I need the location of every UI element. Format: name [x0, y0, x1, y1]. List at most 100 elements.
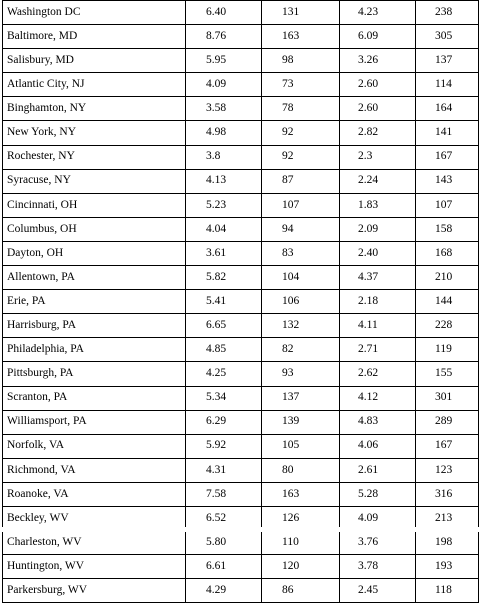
value-cell: 105 [261, 433, 340, 459]
value-cell: 2.24 [339, 168, 416, 194]
value-cell: 6.09 [339, 24, 416, 50]
value-cell: 3.76 [339, 530, 416, 556]
value-cell: 238 [415, 0, 479, 26]
table-row: Norfolk, VA 5.92 105 4.06 167 [2, 433, 479, 459]
value-cell: 5.80 [185, 530, 262, 556]
value-cell: 131 [261, 0, 340, 26]
city-cell: Roanoke, VA [2, 481, 186, 507]
table-row: Cincinnati, OH 5.23 107 1.83 107 [2, 192, 479, 218]
city-cell: Norfolk, VA [2, 433, 186, 459]
value-cell: 301 [415, 385, 479, 411]
value-cell: 1.83 [339, 192, 416, 218]
value-cell: 2.45 [339, 578, 416, 603]
table-row: Dayton, OH 3.61 83 2.40 168 [2, 240, 479, 267]
value-cell: 4.09 [185, 72, 262, 98]
value-cell: 3.78 [339, 554, 416, 580]
value-cell: 119 [415, 337, 479, 363]
table-row: Binghamton, NY 3.58 78 2.60 164 [2, 96, 479, 122]
value-cell: 107 [261, 192, 340, 218]
value-cell: 2.18 [339, 289, 416, 315]
table-row: Philadelphia, PA 4.85 82 2.71 119 [2, 337, 479, 363]
value-cell: 2.82 [339, 120, 416, 146]
table-row: Pittsburgh, PA 4.25 93 2.62 155 [2, 361, 479, 387]
value-cell: 210 [415, 265, 479, 291]
city-cell: Scranton, PA [2, 385, 186, 411]
city-cell: Allentown, PA [2, 265, 186, 291]
value-cell: 6.61 [185, 554, 262, 580]
value-cell: 5.82 [185, 265, 262, 291]
value-cell: 123 [415, 457, 479, 483]
value-cell: 78 [261, 96, 340, 122]
table-row: Harrisburg, PA 6.65 132 4.11 228 [2, 313, 479, 339]
table-row: Huntington, WV 6.61 120 3.78 193 [2, 554, 479, 580]
value-cell: 139 [261, 409, 340, 435]
value-cell: 155 [415, 361, 479, 387]
value-cell: 164 [415, 96, 479, 122]
value-cell: 4.37 [339, 265, 416, 291]
value-cell: 4.11 [339, 313, 416, 339]
value-cell: 305 [415, 24, 479, 50]
value-cell: 4.25 [185, 361, 262, 387]
table-row: Columbus, OH 4.04 94 2.09 158 [2, 216, 479, 242]
value-cell: 4.13 [185, 168, 262, 194]
value-cell: 3.61 [185, 240, 262, 267]
value-cell: 87 [261, 168, 340, 194]
city-cell: Syracuse, NY [2, 168, 186, 194]
value-cell: 7.58 [185, 481, 262, 507]
city-cell: Richmond, VA [2, 457, 186, 483]
value-cell: 2.09 [339, 216, 416, 242]
table-row: Atlantic City, NJ 4.09 73 2.60 114 [2, 72, 479, 98]
value-cell: 4.31 [185, 457, 262, 483]
value-cell: 86 [261, 578, 340, 603]
city-cell: Columbus, OH [2, 216, 186, 242]
value-cell: 198 [415, 530, 479, 556]
value-cell: 2.71 [339, 337, 416, 363]
value-cell: 137 [261, 385, 340, 411]
value-cell: 73 [261, 72, 340, 98]
page-edge [0, 527, 481, 532]
value-cell: 137 [415, 48, 479, 74]
table-row: Charleston, WV 5.80 110 3.76 198 [2, 530, 479, 556]
value-cell: 3.8 [185, 144, 262, 170]
value-cell: 2.60 [339, 96, 416, 122]
value-cell: 167 [415, 144, 479, 170]
table-row: Erie, PA 5.41 106 2.18 144 [2, 289, 479, 315]
city-cell: Cincinnati, OH [2, 192, 186, 218]
city-cell: Parkersburg, WV [2, 578, 186, 603]
value-cell: 167 [415, 433, 479, 459]
value-cell: 289 [415, 409, 479, 435]
value-cell: 92 [261, 144, 340, 170]
value-cell: 4.29 [185, 578, 262, 603]
table-row: Salisbury, MD 5.95 98 3.26 137 [2, 48, 479, 74]
value-cell: 5.23 [185, 192, 262, 218]
value-cell: 98 [261, 48, 340, 74]
city-cell: Rochester, NY [2, 144, 186, 170]
city-cell: Pittsburgh, PA [2, 361, 186, 387]
value-cell: 5.28 [339, 481, 416, 507]
value-cell: 2.40 [339, 240, 416, 267]
city-cell: Huntington, WV [2, 554, 186, 580]
table-row: Syracuse, NY 4.13 87 2.24 143 [2, 168, 479, 194]
value-cell: 6.65 [185, 313, 262, 339]
value-cell: 5.34 [185, 385, 262, 411]
value-cell: 144 [415, 289, 479, 315]
value-cell: 114 [415, 72, 479, 98]
value-cell: 5.92 [185, 433, 262, 459]
city-cell: Harrisburg, PA [2, 313, 186, 339]
city-cell: Atlantic City, NJ [2, 72, 186, 98]
value-cell: 2.3 [339, 144, 416, 170]
table-row: Rochester, NY 3.8 92 2.3 167 [2, 144, 479, 170]
value-cell: 4.83 [339, 409, 416, 435]
value-cell: 80 [261, 457, 340, 483]
city-cell: Baltimore, MD [2, 24, 186, 50]
value-cell: 118 [415, 578, 479, 603]
value-cell: 107 [415, 192, 479, 218]
value-cell: 82 [261, 337, 340, 363]
city-cell: Erie, PA [2, 289, 186, 315]
city-cell: Dayton, OH [2, 240, 186, 267]
value-cell: 106 [261, 289, 340, 315]
value-cell: 213 [415, 505, 479, 532]
value-cell: 92 [261, 120, 340, 146]
table-row: Baltimore, MD 8.76 163 6.09 305 [2, 24, 479, 50]
